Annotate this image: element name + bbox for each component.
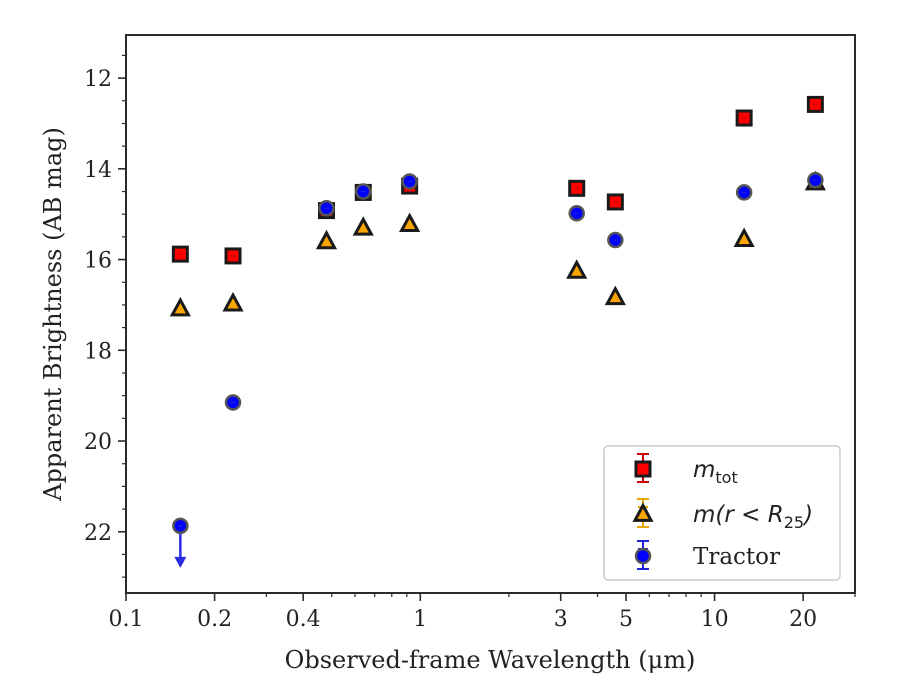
plot-frame	[125, 34, 856, 594]
y-tick-label: 16	[84, 249, 112, 274]
x-tick-label: 0.2	[197, 607, 232, 632]
y-tick-label: 14	[84, 158, 112, 183]
legend-entry-m-r25: m(r < R25)	[632, 498, 813, 532]
legend-marker-m-r25	[632, 502, 654, 522]
x-tick-label: 1	[413, 607, 427, 632]
data-marks	[169, 95, 826, 568]
legend-box	[603, 445, 841, 581]
point-m-r25	[604, 285, 626, 306]
legend-label-tractor: Tractor	[693, 544, 780, 570]
y-tick-label: 18	[84, 339, 112, 364]
y-tick-label: 12	[84, 67, 112, 92]
legend-label-mtot: mtot	[693, 457, 738, 487]
legend-entry-tractor: Tractor	[634, 540, 780, 570]
series-tractor	[172, 171, 824, 568]
upper-limit-arrow-head	[174, 556, 187, 568]
y-tick-label: 22	[84, 521, 112, 546]
point-m-r25	[352, 216, 374, 236]
x-axis-label: Observed-frame Wavelength (μm)	[285, 646, 696, 674]
legend-label-m-r25: m(r < R25)	[693, 502, 813, 532]
x-tick-label: 3	[554, 607, 568, 632]
point-m-r25	[315, 229, 338, 250]
point-m-r25	[169, 296, 191, 317]
y-tick-label: 20	[84, 430, 112, 455]
legend: mtot m(r < R25) Tractor	[603, 445, 841, 581]
x-tick-label: 5	[619, 607, 633, 632]
point-m-r25	[399, 212, 421, 233]
legend-marker-mtot	[634, 460, 652, 478]
x-tick-label: 10	[701, 607, 729, 632]
legend-marker-tractor	[634, 547, 652, 565]
x-tick-label: 0.1	[109, 607, 144, 632]
x-tick-label: 20	[789, 607, 817, 632]
axes: 0.1 0.2 0.4 1 3 5 10 20 12 14 16 18 20 22	[84, 54, 856, 632]
point-m-r25	[733, 227, 755, 248]
point-m-r25	[222, 291, 244, 312]
point-m-r25	[566, 259, 588, 279]
x-tick-label: 0.4	[286, 607, 321, 632]
legend-entry-mtot: mtot	[634, 453, 738, 487]
y-axis-label: Apparent Brightness (AB mag)	[39, 127, 67, 502]
